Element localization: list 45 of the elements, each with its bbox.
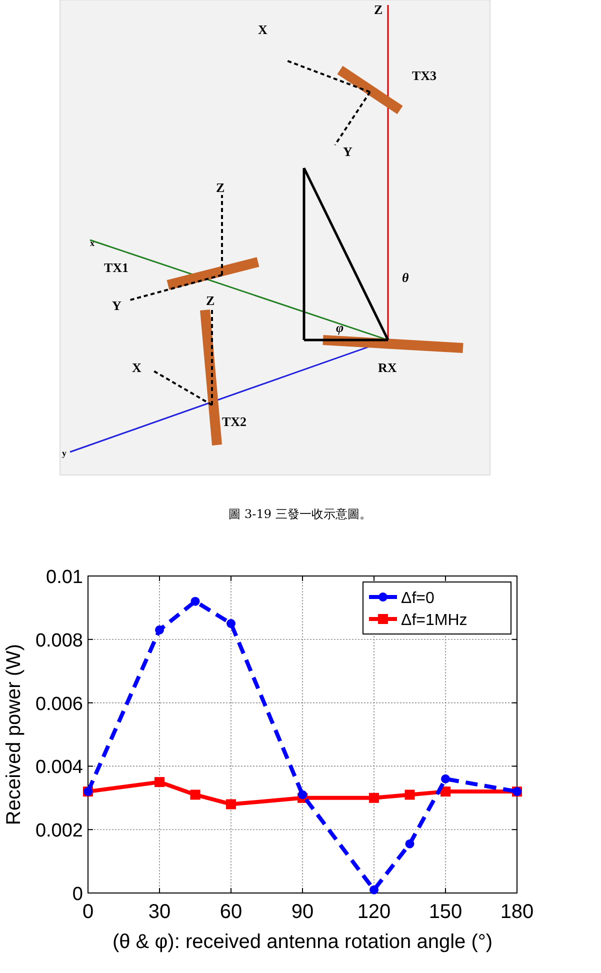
point (370, 885, 378, 894)
text: Y (112, 298, 122, 313)
text: x (90, 238, 95, 248)
text: TX1 (104, 260, 129, 275)
text: RX (378, 360, 398, 375)
text: Z (216, 180, 225, 195)
x-tick-label: 120 (357, 901, 391, 923)
point (440, 786, 450, 797)
text: Z (206, 293, 215, 308)
y-tick-label: 0.008 (35, 630, 83, 652)
point (298, 790, 307, 800)
point (190, 596, 200, 606)
caption: 圖 3-19 三發一收示意圖。 (228, 507, 372, 521)
point (369, 792, 379, 803)
text: TX2 (222, 414, 247, 429)
x-tick-label: 30 (148, 901, 171, 923)
point (190, 790, 200, 800)
y-tick-label: 0.01 (46, 567, 83, 588)
x-tick-label: 150 (428, 901, 462, 923)
text: θ (402, 270, 409, 285)
text: φ (336, 320, 344, 335)
y-tick-label: 0.004 (35, 757, 84, 778)
text: Y (343, 144, 353, 159)
text: TX3 (412, 68, 438, 83)
point (405, 839, 414, 848)
point (155, 625, 164, 634)
x-tick-label: 180 (500, 901, 534, 923)
point (404, 790, 415, 800)
point (154, 777, 164, 788)
point (226, 799, 236, 810)
y-tick-label: 0.002 (35, 820, 83, 842)
legend-label: Δf=0 (401, 590, 434, 607)
y-axis-title: Received power (W) (3, 644, 25, 826)
point (226, 619, 236, 628)
text: Z (374, 2, 383, 17)
legend-label: Δf=1MHz (401, 612, 468, 629)
x-tick-label: 90 (291, 901, 314, 923)
x-axis-title: (θ & φ): received antenna rotation angle (°) (112, 931, 493, 953)
text: y (62, 448, 67, 458)
text: X (132, 360, 142, 375)
text: X (258, 22, 268, 37)
y-tick-label: 0 (72, 884, 83, 905)
point (441, 774, 450, 784)
x-tick-label: 60 (220, 901, 242, 923)
y-tick-label: 0.006 (35, 694, 83, 715)
